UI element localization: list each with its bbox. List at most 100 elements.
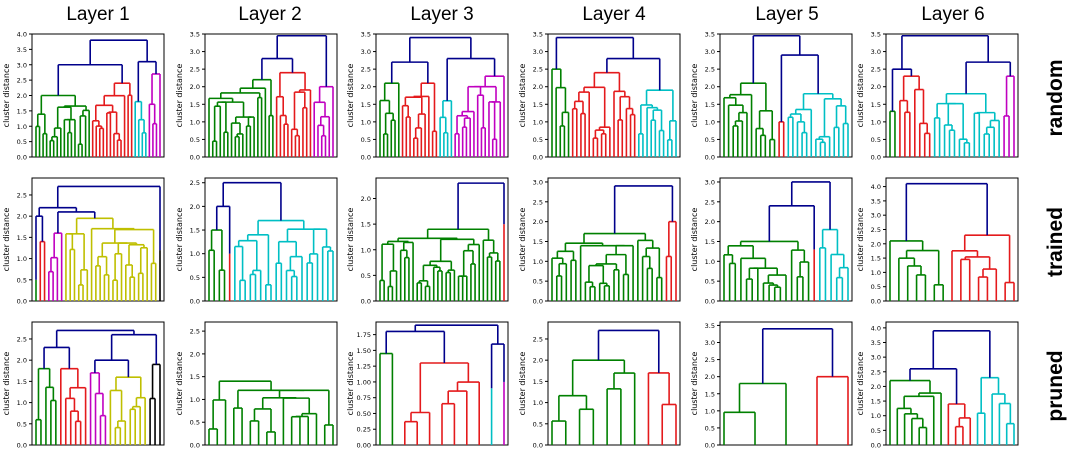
- upper-links: [909, 329, 991, 404]
- y-tick-label: 1.0: [190, 118, 200, 126]
- y-tick-label: 3.5: [871, 31, 881, 39]
- y-axis-label: cluster distance: [175, 208, 184, 272]
- y-tick-label: 2.5: [871, 368, 881, 376]
- y-tick-label: 2.0: [361, 195, 371, 203]
- y-tick-label: 1.5: [533, 378, 543, 386]
- dendrogram-random-6: 0.0 0.5 1.0 1.5 2.0 2.5 3.0 3.5 cluster distance: [856, 31, 1019, 162]
- plot-frame: [719, 33, 853, 158]
- y-tick-label: 3.5: [190, 31, 200, 39]
- y-axis-label: cluster distance: [175, 352, 184, 416]
- cluster-red: [778, 121, 785, 157]
- y-axis-label: cluster distance: [518, 352, 527, 416]
- cluster-cyan: [637, 89, 677, 157]
- y-tick-label: 1.5: [190, 101, 200, 109]
- y-tick-label: 1.50: [357, 347, 371, 355]
- y-tick-label: 0.0: [533, 154, 543, 162]
- y-tick-label: 1.00: [357, 378, 371, 386]
- plot-frame: [204, 321, 338, 446]
- y-tick-label: 3.5: [871, 197, 881, 205]
- dendrogram-pruned-6: 0.0 0.5 1.0 1.5 2.0 2.5 3.0 3.5 4.0 cluster dista…: [856, 321, 1019, 450]
- y-tick-label: 2.5: [17, 191, 27, 199]
- y-axis-label: cluster distance: [856, 64, 865, 128]
- y-tick-label: 2.0: [871, 83, 881, 91]
- upper-links: [57, 39, 157, 102]
- y-tick-label: 0.5: [361, 136, 371, 144]
- upper-links: [35, 185, 161, 280]
- dendrogram-random-5: 0.0 0.5 1.0 1.5 2.0 2.5 3.0 3.5 cluster distance: [690, 31, 853, 162]
- y-tick-label: 2.5: [190, 179, 200, 187]
- cluster-red: [571, 71, 636, 157]
- layer-title-2: Layer 2: [238, 4, 301, 25]
- row-labels: random trained pruned: [1044, 59, 1067, 421]
- y-tick-label: 0.0: [17, 298, 27, 306]
- cluster-red: [403, 362, 481, 445]
- y-tick-label: 0.5: [361, 272, 371, 280]
- y-tick-label: 0.0: [17, 442, 27, 450]
- cluster-cyan: [933, 92, 1000, 157]
- upper-links: [457, 182, 505, 230]
- y-tick-label: 2.0: [190, 350, 200, 358]
- dendrogram-pruned-5: 0.0 0.5 1.0 1.5 2.0 2.5 3.0 3.5 cluster distance: [690, 321, 853, 450]
- y-tick-label: 2.0: [705, 373, 715, 381]
- upper-links: [385, 324, 505, 389]
- cluster-magenta: [148, 73, 161, 157]
- upper-links: [43, 329, 158, 378]
- y-tick-label: 0.0: [190, 154, 200, 162]
- cluster-green: [889, 240, 944, 301]
- cluster-red: [951, 234, 1015, 301]
- y-tick-label: 1.5: [871, 101, 881, 109]
- dendrogram-panels: 0.0 0.5 1.0 1.5 2.0 2.5 3.0 3.5 4.0 cluster dista…: [2, 31, 1019, 450]
- upper-links: [613, 185, 674, 234]
- cluster-cyan: [439, 99, 453, 157]
- cluster-green: [551, 232, 663, 301]
- y-tick-label: 1.0: [705, 258, 715, 266]
- y-tick-label: 0.0: [871, 442, 881, 450]
- y-tick-label: 0.25: [357, 426, 371, 434]
- y-tick-label: 1.75: [357, 331, 371, 339]
- cluster-green: [35, 367, 57, 445]
- cluster-yellow: [109, 376, 146, 445]
- upper-links: [390, 36, 496, 101]
- cluster-red: [275, 71, 312, 157]
- dendrogram-pruned-1: 0.0 0.5 1.0 1.5 2.0 2.5 cluster distance: [2, 321, 165, 450]
- y-tick-label: 3.0: [361, 48, 371, 56]
- y-axis-label: cluster distance: [2, 64, 11, 128]
- y-tick-label: 0.0: [705, 154, 715, 162]
- layer-titles: Layer 1 Layer 2 Layer 3 Layer 4 Layer 5 …: [66, 4, 984, 25]
- layer-title-1: Layer 1: [66, 4, 129, 25]
- cluster-red: [899, 75, 931, 157]
- plot-frame: [204, 33, 338, 158]
- cluster-red: [59, 367, 87, 445]
- y-tick-label: 1.5: [17, 234, 27, 242]
- cluster-green: [208, 380, 334, 445]
- y-tick-label: 1.5: [361, 221, 371, 229]
- y-tick-label: 2.0: [705, 218, 715, 226]
- y-tick-label: 2.0: [871, 383, 881, 391]
- cluster-green: [208, 78, 274, 157]
- y-tick-label: 0.0: [361, 154, 371, 162]
- cluster-cyan: [234, 219, 334, 301]
- y-tick-label: 0.5: [871, 283, 881, 291]
- y-tick-label: 0.75: [357, 394, 371, 402]
- y-tick-label: 1.5: [533, 101, 543, 109]
- y-axis-label: cluster distance: [346, 208, 355, 272]
- y-tick-label: 0.50: [357, 410, 371, 418]
- y-axis-label: cluster distance: [175, 64, 184, 128]
- plot-frame: [885, 33, 1019, 158]
- y-tick-label: 0.0: [705, 442, 715, 450]
- layer-title-6: Layer 6: [921, 4, 984, 25]
- y-tick-label: 1.5: [705, 390, 715, 398]
- plot-frame: [375, 33, 509, 158]
- y-tick-label: 3.0: [705, 178, 715, 186]
- y-tick-label: 1.5: [705, 238, 715, 246]
- y-tick-label: 2.0: [533, 83, 543, 91]
- y-tick-label: 3.0: [705, 339, 715, 347]
- plot-frame: [547, 321, 681, 446]
- y-tick-label: 2.5: [871, 66, 881, 74]
- dendrogram-trained-1: 0.0 0.5 1.0 1.5 2.0 2.5 cluster distance: [2, 177, 165, 306]
- y-tick-label: 0.0: [190, 442, 200, 450]
- y-tick-label: 1.25: [357, 363, 371, 371]
- layer-title-4: Layer 4: [582, 4, 646, 25]
- y-tick-label: 2.5: [17, 77, 27, 85]
